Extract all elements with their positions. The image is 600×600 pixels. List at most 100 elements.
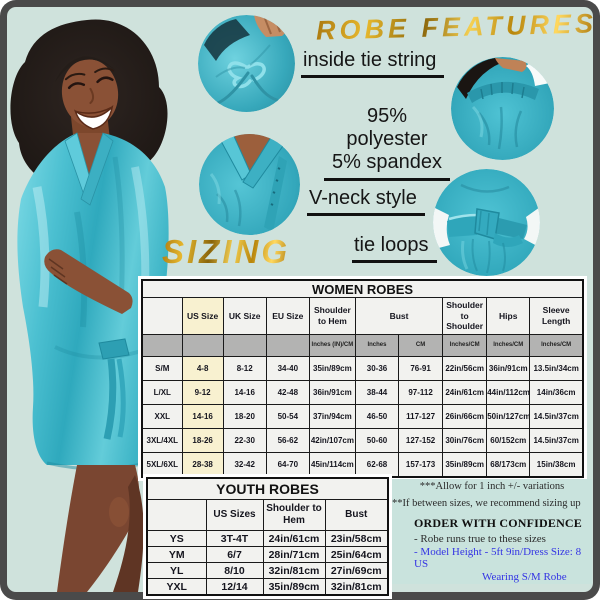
table-cell: 35in/89cm [442,452,488,478]
table-cell: 50-60 [354,428,400,453]
table-cell: 28in/71cm [262,546,326,563]
inside-tie-string-label: inside tie string [301,49,445,78]
table-cell: Sleeve Length [529,297,584,335]
table-cell: 4-8 [181,356,224,381]
table-cell: 127-152 [398,428,444,453]
table-cell: 3XL/4XL [141,428,183,453]
sizing-title: SIZING [162,233,291,270]
table-cell: 3T-4T [205,530,264,547]
table-cell: Bust [354,297,444,335]
table-cell: US Sizes [205,499,264,531]
table-cell: 14-16 [222,380,267,405]
material-label: 95% polyester 5% spandex [324,105,450,181]
table-cell: 15in/38cm [529,452,584,478]
table-cell: 18-26 [181,428,224,453]
table-cell: 76-91 [398,356,444,381]
table-cell: 28-38 [181,452,224,478]
table-cell: UK Size [222,297,267,335]
table-cell: 23in/58cm [324,530,389,547]
table-cell: 8-12 [222,356,267,381]
table-cell: Inches/CM [529,334,584,357]
model-height-note: - Model Height - 5ft 9in/Dress Size: 8 U… [414,546,582,570]
table-cell: Inches/CM [486,334,531,357]
material-line2: 5% spandex [331,151,443,173]
table-cell: 50in/127cm [486,404,531,429]
table-cell: Bust [324,499,389,531]
table-cell: 14-16 [181,404,224,429]
table-cell: 44in/112cm [486,380,531,405]
table-cell: 97-112 [398,380,444,405]
table-cell: 26in/66cm [442,404,488,429]
table-cell: YOUTH ROBES [146,477,389,500]
table-cell: 30-36 [354,356,400,381]
table-cell: L/XL [141,380,183,405]
table-cell: Shoulder to Shoulder [442,297,488,335]
table-cell: 6/7 [205,546,264,563]
table-cell: Hips [486,297,531,335]
table-cell: 22-30 [222,428,267,453]
table-cell: YXL [146,578,207,596]
table-cell: 35in/89cm [262,578,326,596]
table-cell: Inches (IN)/CM [308,334,356,357]
table-cell: 32in/81cm [262,562,326,579]
table-cell: Inches [354,334,400,357]
youth-size-table: YOUTH ROBES US Sizes Shoulder to Hem Bust YS… [143,474,392,599]
between-sizes-note: **If between sizes, we recommend sizing … [392,498,581,509]
table-cell: 38-44 [354,380,400,405]
table-cell: 22in/56cm [442,356,488,381]
table-cell: 14.5in/37cm [529,428,584,453]
wearing-note: Wearing S/M Robe [482,571,567,583]
table-cell: 46-50 [354,404,400,429]
table-cell: 35in/89cm [308,356,356,381]
table-cell: S/M [141,356,183,381]
table-cell: 60/152cm [486,428,531,453]
table-cell: 14in/36cm [529,380,584,405]
table-cell [181,334,224,357]
robe-back-photo [451,57,554,160]
table-cell: 24in/61cm [262,530,326,547]
table-cell: 14.5in/37cm [529,404,584,429]
table-cell: 12/14 [205,578,264,596]
table-cell: 37in/94cm [308,404,356,429]
table-cell: 5XL/6XL [141,452,183,478]
table-cell [265,334,310,357]
table-cell: YL [146,562,207,579]
tie-loops-label: tie loops [352,234,437,263]
table-cell [146,499,207,531]
vneck-detail-photo [199,134,300,235]
table-cell: Inches/CM [442,334,488,357]
table-cell: 50-54 [265,404,310,429]
table-cell: 36in/91cm [308,380,356,405]
table-cell: 32-42 [222,452,267,478]
table-cell: 27in/69cm [324,562,389,579]
table-cell: 68/173cm [486,452,531,478]
table-cell: EU Size [265,297,310,335]
material-line1: 95% polyester [346,105,428,150]
table-cell: 42in/107cm [308,428,356,453]
tie-belt-photo [433,169,540,276]
table-cell: 13.5in/34cm [529,356,584,381]
true-sizes-note: - Robe runs true to these sizes [414,533,546,545]
table-cell [222,334,267,357]
table-cell: 64-70 [265,452,310,478]
table-cell: YS [146,530,207,547]
table-cell [141,297,183,335]
table-cell [141,334,183,357]
table-cell: 32in/81cm [324,578,389,596]
table-cell: 30in/76cm [442,428,488,453]
table-cell: 9-12 [181,380,224,405]
table-cell: US Size [181,297,224,335]
table-cell: XXL [141,404,183,429]
model-photo [10,19,169,592]
table-cell: 42-48 [265,380,310,405]
table-cell: Shoulder to Hem [262,499,326,531]
table-cell: 117-127 [398,404,444,429]
table-cell: 45in/114cm [308,452,356,478]
table-cell: 8/10 [205,562,264,579]
table-cell: 62-68 [354,452,400,478]
table-cell: 36in/91cm [486,356,531,381]
women-size-table: WOMEN ROBES US Size UK Size EU Size Shoulder… [138,276,587,481]
table-cell: 18-20 [222,404,267,429]
table-cell: Shoulder to Hem [308,297,356,335]
